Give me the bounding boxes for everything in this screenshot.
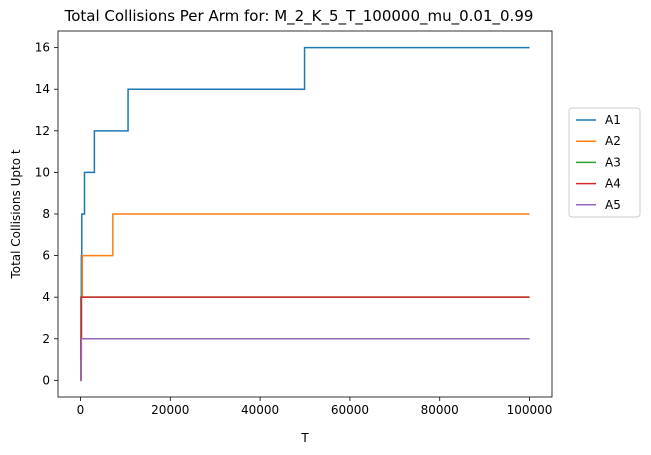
plot-area (80, 46, 530, 382)
series-line-a1 (80, 46, 530, 382)
legend-label-a4: A4 (605, 177, 621, 191)
legend: A1 A2 A3 A4 A5 (568, 107, 641, 218)
legend-label-a3: A3 (605, 155, 621, 169)
legend-label-a5: A5 (605, 198, 621, 212)
y-tick-label: 14 (35, 82, 50, 96)
y-tick-label: 12 (35, 124, 50, 138)
legend-label-a1: A1 (605, 113, 621, 127)
y-tick-label: 10 (35, 165, 50, 179)
y-tick-label: 0 (42, 373, 50, 387)
y-tick-label: 2 (42, 332, 50, 346)
x-tick-label: 40000 (241, 403, 279, 417)
axes: 0 20000 40000 60000 80000 100000 0 2 4 6 8 10 12 14 16 (35, 30, 553, 417)
y-tick-label: 4 (42, 290, 50, 304)
y-tick-label: 6 (42, 249, 50, 263)
y-axis-label: Total Collisions Upto t (9, 149, 23, 279)
chart-title: Total Collisions Per Arm for: M_2_K_5_T_… (64, 7, 534, 26)
x-axis-label: T (300, 431, 309, 445)
legend-box (568, 107, 641, 218)
x-tick-label: 80000 (421, 403, 459, 417)
x-tick-label: 0 (77, 403, 85, 417)
series-line-a5 (80, 338, 530, 382)
y-tick-label: 16 (35, 41, 50, 55)
legend-label-a2: A2 (605, 134, 621, 148)
x-tick-label: 100000 (507, 403, 553, 417)
x-tick-label: 60000 (331, 403, 369, 417)
y-tick-label: 8 (42, 207, 50, 221)
x-tick-label: 20000 (151, 403, 189, 417)
